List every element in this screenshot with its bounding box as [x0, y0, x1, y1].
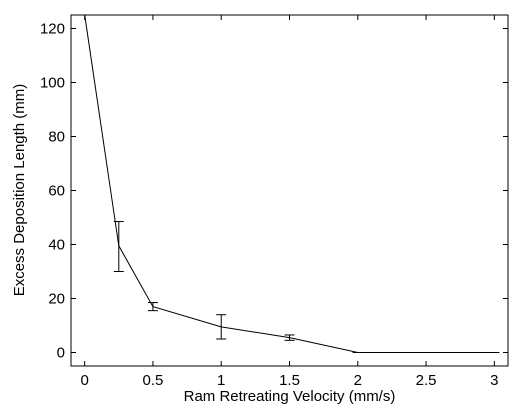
x-tick-label: 2.5 [416, 372, 437, 389]
x-axis-ticks: 0 0.5 1 1.5 2 2.5 3 [80, 15, 499, 389]
y-axis-label: Excess Deposition Length (mm) [11, 84, 28, 297]
x-tick-label: 0.5 [143, 372, 164, 389]
y-axis-ticks: 0 20 40 60 80 100 120 [40, 21, 508, 362]
error-bar [284, 334, 295, 341]
x-tick-label: 2 [354, 372, 362, 389]
x-axis-label: Ram Retreating Velocity (mm/s) [184, 388, 396, 405]
plot-area-frame [70, 14, 509, 367]
series-line [84, 14, 495, 353]
y-tick-label: 120 [40, 21, 65, 38]
x-tick-label: 3 [490, 372, 498, 389]
y-tick-label: 60 [48, 183, 65, 200]
y-tick-label: 0 [57, 345, 65, 362]
y-tick-label: 40 [48, 237, 65, 254]
x-tick-label: 0 [80, 372, 88, 389]
y-tick-label: 100 [40, 75, 65, 92]
series-layer [79, 14, 500, 353]
error-bar [113, 221, 124, 272]
error-bar [147, 302, 158, 312]
y-tick-label: 20 [48, 291, 65, 308]
error-bar [216, 314, 227, 340]
x-tick-label: 1 [217, 372, 225, 389]
x-tick-label: 1.5 [279, 372, 300, 389]
y-tick-label: 80 [48, 129, 65, 146]
